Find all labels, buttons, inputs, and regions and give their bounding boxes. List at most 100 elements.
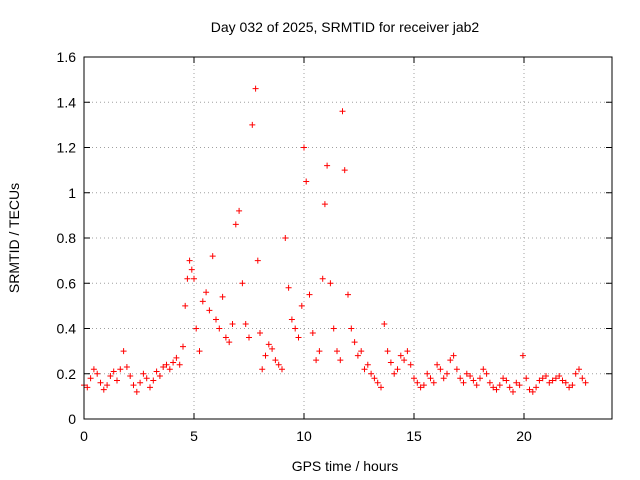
data-point bbox=[309, 330, 316, 337]
data-point bbox=[133, 388, 140, 395]
data-point bbox=[298, 302, 305, 309]
data-point bbox=[191, 275, 197, 282]
data-point bbox=[180, 343, 186, 350]
data-point bbox=[316, 348, 323, 355]
data-point bbox=[536, 377, 543, 384]
data-point bbox=[510, 388, 516, 395]
y-tick-label: 0.8 bbox=[57, 230, 77, 246]
data-point bbox=[229, 320, 236, 327]
data-point bbox=[127, 373, 134, 380]
data-point bbox=[424, 370, 431, 377]
data-point bbox=[321, 201, 328, 208]
data-point bbox=[437, 366, 444, 373]
data-point bbox=[500, 375, 507, 382]
data-point bbox=[529, 388, 536, 395]
data-point bbox=[364, 361, 371, 368]
data-point bbox=[173, 354, 180, 361]
data-point bbox=[186, 257, 193, 264]
data-point bbox=[579, 375, 586, 382]
data-point bbox=[434, 361, 441, 368]
data-point bbox=[292, 325, 299, 332]
data-point bbox=[236, 207, 243, 214]
data-point bbox=[303, 178, 310, 185]
data-point bbox=[249, 121, 256, 128]
data-point bbox=[556, 373, 563, 380]
data-point bbox=[87, 375, 94, 382]
data-point bbox=[242, 320, 249, 327]
data-point bbox=[275, 361, 282, 368]
data-point bbox=[552, 375, 559, 382]
data-point bbox=[265, 341, 272, 348]
y-axis-label: SRMTID / TECUs bbox=[6, 183, 22, 293]
data-point bbox=[397, 352, 404, 359]
data-point bbox=[453, 366, 460, 373]
data-point bbox=[206, 307, 213, 314]
y-tick-label: 0.2 bbox=[57, 366, 77, 382]
data-point bbox=[427, 375, 434, 382]
data-point bbox=[566, 384, 573, 391]
data-point bbox=[153, 368, 160, 375]
data-point bbox=[130, 382, 137, 389]
data-point bbox=[480, 366, 487, 373]
data-point bbox=[381, 320, 388, 327]
data-point bbox=[411, 375, 417, 382]
data-point bbox=[533, 384, 540, 391]
data-point bbox=[156, 373, 163, 380]
data-point bbox=[493, 386, 500, 393]
chart-title: Day 032 of 2025, SRMTID for receiver jab… bbox=[211, 19, 480, 35]
data-point bbox=[337, 357, 344, 364]
data-point bbox=[460, 379, 467, 386]
data-point bbox=[313, 357, 320, 364]
data-point bbox=[137, 379, 144, 386]
data-point bbox=[539, 375, 546, 382]
data-point bbox=[327, 280, 334, 287]
data-point bbox=[213, 316, 219, 323]
axis-ticks: 0 0.2 0.4 0.6 0.8 1 1.2 1.4 1.6 0 5 10 15 20 bbox=[57, 49, 612, 444]
data-point bbox=[483, 370, 490, 377]
data-point bbox=[123, 363, 130, 370]
data-point bbox=[371, 375, 378, 382]
data-point bbox=[100, 386, 107, 393]
data-point bbox=[358, 348, 365, 355]
data-point bbox=[150, 377, 157, 384]
data-point bbox=[569, 382, 576, 389]
data-point bbox=[361, 366, 368, 373]
x-tick-label: 10 bbox=[296, 428, 312, 444]
y-tick-label: 1.2 bbox=[57, 140, 77, 156]
data-point bbox=[447, 357, 454, 364]
data-point bbox=[506, 384, 513, 391]
data-point bbox=[209, 253, 216, 260]
data-point bbox=[391, 370, 398, 377]
x-tick-label: 5 bbox=[190, 428, 198, 444]
data-point bbox=[269, 345, 276, 352]
data-point bbox=[222, 334, 229, 341]
x-axis-label: GPS time / hours bbox=[292, 458, 399, 474]
y-tick-label: 1 bbox=[68, 185, 76, 201]
data-point bbox=[110, 368, 117, 375]
data-point bbox=[182, 302, 189, 309]
data-point bbox=[306, 291, 313, 298]
data-point bbox=[252, 85, 259, 92]
x-tick-label: 0 bbox=[80, 428, 88, 444]
data-point bbox=[104, 382, 111, 389]
data-point bbox=[516, 382, 523, 389]
data-point bbox=[219, 293, 226, 300]
data-point bbox=[84, 384, 91, 391]
data-point bbox=[470, 377, 477, 384]
grid-lines bbox=[84, 57, 612, 419]
data-point bbox=[176, 361, 183, 368]
data-point bbox=[143, 375, 150, 382]
data-point bbox=[257, 330, 263, 337]
data-point bbox=[246, 334, 252, 341]
data-point bbox=[147, 384, 153, 391]
data-point bbox=[414, 379, 421, 386]
data-point bbox=[368, 370, 375, 377]
data-point bbox=[90, 366, 97, 373]
data-point bbox=[378, 384, 384, 391]
y-tick-label: 1.6 bbox=[57, 49, 77, 65]
data-point bbox=[114, 377, 120, 384]
data-point bbox=[420, 382, 427, 389]
data-point bbox=[97, 379, 104, 386]
data-point bbox=[279, 366, 285, 373]
